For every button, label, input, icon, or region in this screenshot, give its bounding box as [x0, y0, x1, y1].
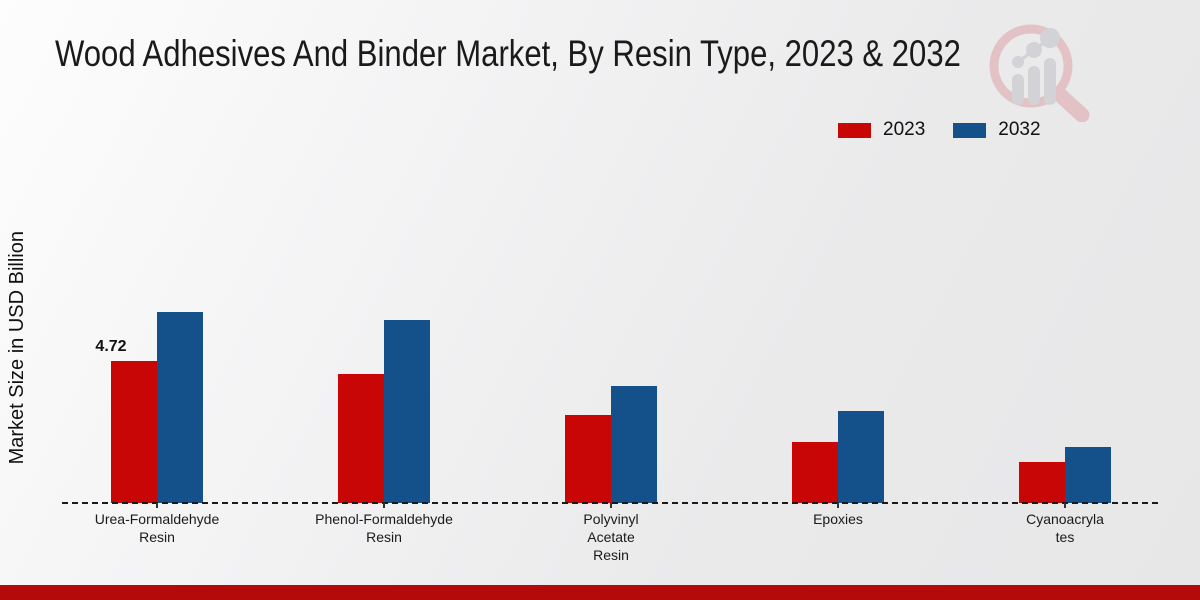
bar-2023-1 — [111, 361, 157, 503]
bar-2032-3 — [611, 386, 657, 503]
chart-title: Wood Adhesives And Binder Market, By Res… — [55, 33, 961, 74]
category-label: Phenol-Formaldehyde Resin — [315, 511, 453, 545]
bar-value-label: 4.72 — [95, 338, 127, 355]
bar-2023-2 — [338, 374, 384, 503]
bar-2032-2 — [384, 320, 430, 503]
y-axis-title-wrap: Market Size in USD Billion — [2, 178, 32, 518]
legend-item-2032: 2032 — [953, 119, 1041, 141]
category-label: Cyanoacryla tes — [1026, 511, 1104, 545]
legend-item-2023: 2023 — [838, 119, 925, 141]
legend-label-2032: 2032 — [998, 119, 1041, 140]
bar-2023-4 — [792, 442, 838, 503]
footer-bar — [0, 585, 1200, 600]
legend-swatch-2023 — [838, 122, 871, 138]
category-label: Polyvinyl Acetate Resin — [583, 511, 639, 563]
bar-2032-4 — [838, 411, 884, 503]
brand-logo-watermark — [983, 20, 1095, 127]
bar-2032-1 — [157, 312, 203, 503]
y-axis-title: Market Size in USD Billion — [5, 231, 28, 465]
legend-swatch-2032 — [953, 122, 987, 138]
bar-2032-5 — [1065, 447, 1111, 503]
axis-tick — [610, 503, 612, 508]
axis-tick — [837, 503, 839, 508]
category-label: Urea-Formaldehyde Resin — [94, 511, 220, 545]
legend: 2023 2032 — [838, 119, 1041, 141]
bar-2023-3 — [565, 415, 611, 503]
axis-tick — [1064, 503, 1066, 508]
bar-2023-5 — [1019, 462, 1065, 503]
axis-tick — [156, 503, 158, 508]
legend-label-2023: 2023 — [883, 119, 926, 140]
axis-tick — [383, 503, 385, 508]
magnifier-chart-icon — [989, 24, 1090, 123]
category-label: Epoxies — [813, 511, 863, 527]
